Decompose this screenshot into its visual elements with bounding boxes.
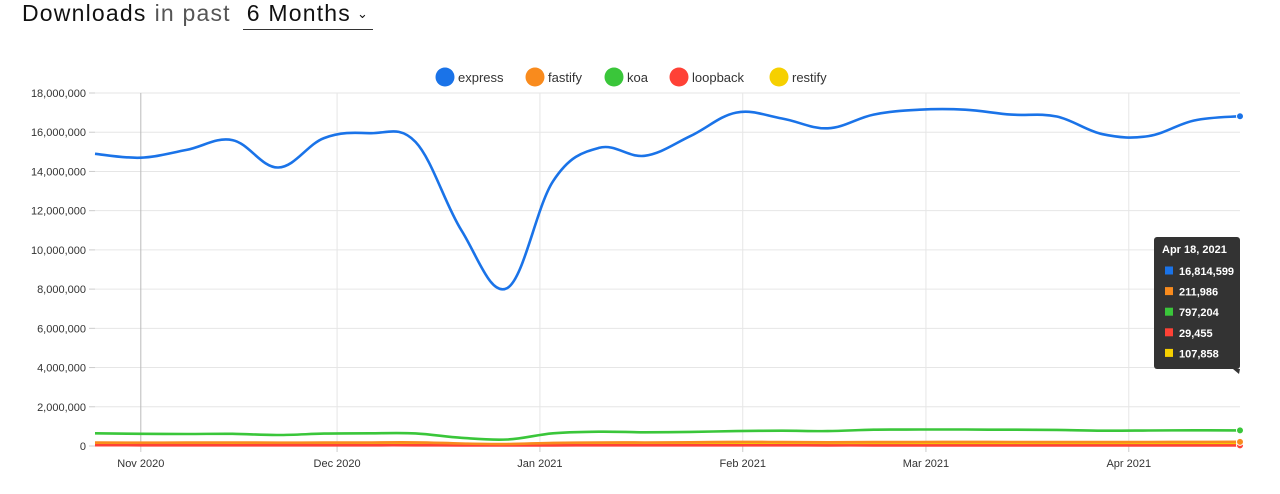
- tooltip-date: Apr 18, 2021: [1162, 244, 1227, 256]
- legend-marker-restify[interactable]: [769, 67, 789, 87]
- tooltip-swatch-express: [1165, 266, 1173, 275]
- legend-label-koa[interactable]: koa: [627, 70, 649, 85]
- series-point-fastify[interactable]: [1236, 437, 1244, 446]
- y-tick-label: 18,000,000: [31, 88, 86, 100]
- y-tick-label: 14,000,000: [31, 166, 86, 178]
- header-subtitle: in past: [154, 0, 231, 26]
- legend-marker-loopback[interactable]: [669, 67, 689, 87]
- tooltip-value-express: 16,814,599: [1179, 266, 1234, 278]
- tooltip-swatch-loopback: [1165, 328, 1173, 337]
- y-tick-label: 4,000,000: [37, 363, 86, 375]
- y-tick-label: 8,000,000: [37, 284, 86, 296]
- x-tick-label: Dec 2020: [314, 458, 361, 470]
- y-tick-label: 2,000,000: [37, 402, 86, 414]
- x-tick-label: Nov 2020: [117, 458, 164, 470]
- series-point-express[interactable]: [1236, 112, 1244, 121]
- legend-marker-fastify[interactable]: [525, 67, 545, 87]
- period-select-value: 6 Months: [246, 0, 351, 26]
- series-line-fastify: [94, 440, 1241, 446]
- legend-marker-express[interactable]: [435, 67, 455, 87]
- x-tick-label: Feb 2021: [720, 458, 766, 470]
- y-tick-label: 10,000,000: [31, 245, 86, 257]
- tooltip-swatch-koa: [1165, 307, 1173, 316]
- y-tick-label: 12,000,000: [31, 206, 86, 218]
- tooltip-swatch-fastify: [1165, 287, 1173, 296]
- y-tick-label: 16,000,000: [31, 127, 86, 139]
- tooltip-box: [1154, 237, 1240, 369]
- tooltip-value-restify: 107,858: [1179, 348, 1219, 360]
- x-tick-label: Apr 2021: [1106, 458, 1151, 470]
- x-tick-label: Jan 2021: [517, 458, 562, 470]
- legend-label-loopback[interactable]: loopback: [692, 70, 745, 85]
- y-tick-label: 0: [80, 441, 86, 453]
- series-line-koa: [94, 428, 1241, 442]
- tooltip-swatch-restify: [1165, 348, 1173, 357]
- period-select[interactable]: 6 Months ⌄: [242, 0, 374, 30]
- series-line-express: [94, 107, 1241, 291]
- chevron-down-icon: ⌄: [356, 6, 370, 21]
- downloads-header: Downloads in past 6 Months ⌄: [22, 0, 374, 34]
- series-point-koa[interactable]: [1236, 426, 1244, 435]
- tooltip-pointer: [1233, 369, 1240, 374]
- legend-label-restify[interactable]: restify: [792, 70, 827, 85]
- legend-label-express[interactable]: express: [458, 70, 504, 85]
- tooltip-value-loopback: 29,455: [1179, 328, 1213, 340]
- y-tick-label: 6,000,000: [37, 323, 86, 335]
- header-title: Downloads: [22, 0, 147, 26]
- legend-marker-koa[interactable]: [604, 67, 624, 87]
- legend-label-fastify[interactable]: fastify: [548, 70, 582, 85]
- x-tick-label: Mar 2021: [903, 458, 949, 470]
- tooltip-value-koa: 797,204: [1179, 307, 1220, 319]
- tooltip-value-fastify: 211,986: [1179, 287, 1218, 299]
